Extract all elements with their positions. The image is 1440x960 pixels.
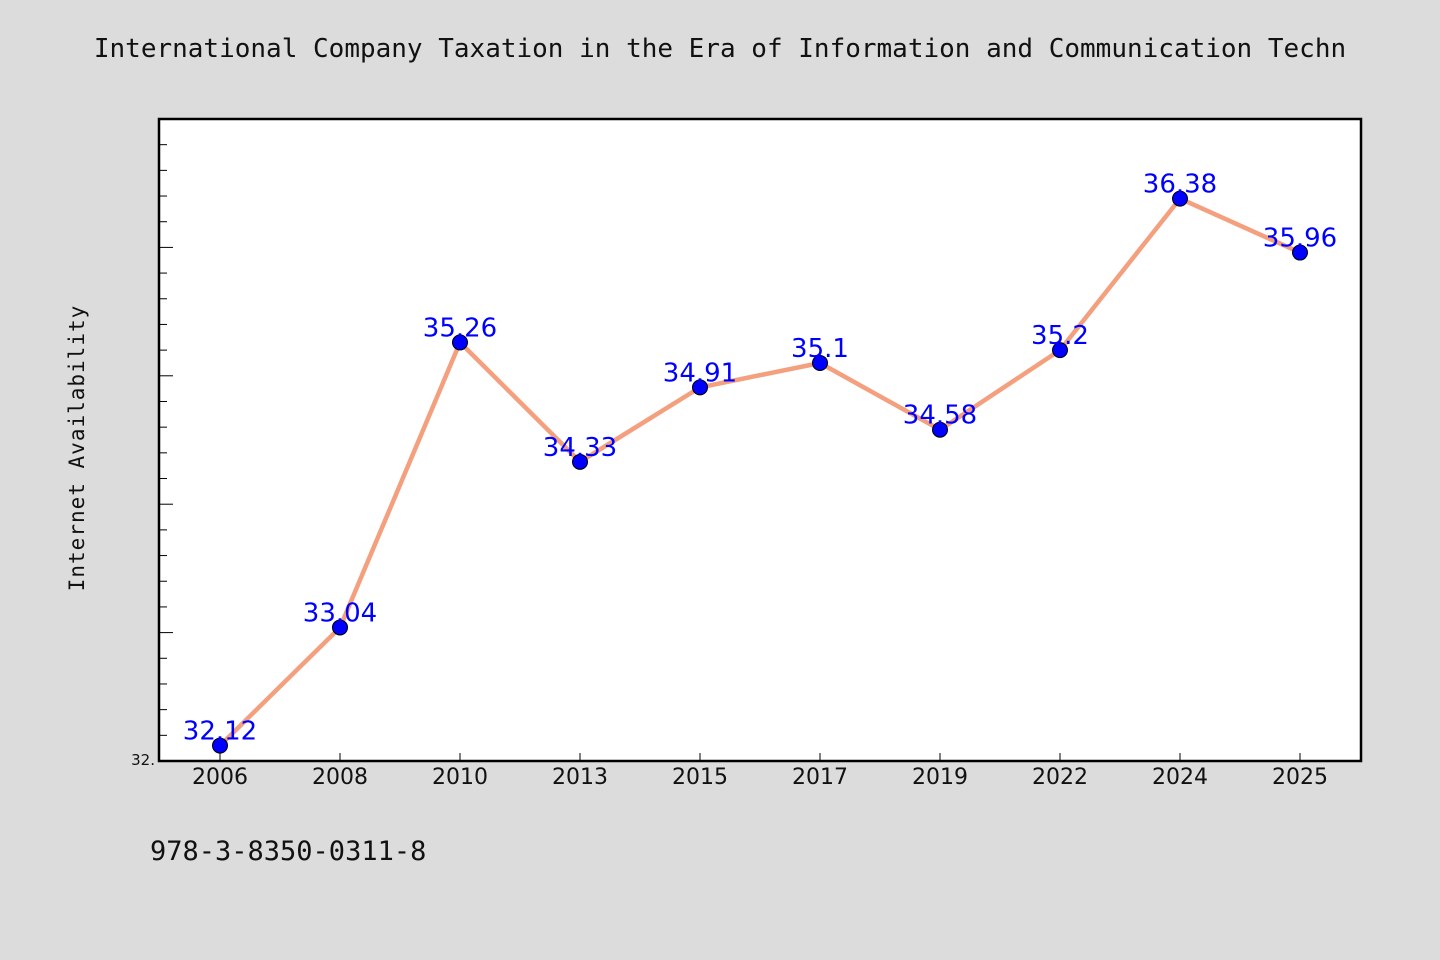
data-point-marker [1172, 190, 1188, 207]
data-label: 35.2 [1031, 321, 1089, 351]
plot-frame [157, 117, 1363, 763]
data-labels: 32.12 33.04 35.26 34.33 34.91 35.1 34.58 35.2 36… [183, 170, 1337, 747]
data-point-marker [812, 354, 828, 371]
data-label: 36.38 [1143, 170, 1217, 200]
data-point-marker [332, 619, 348, 636]
data-label: 34.33 [543, 433, 617, 463]
series-line [217, 196, 1303, 748]
x-axis-tick-labels: 2006 2008 2010 2013 2015 2017 2019 2022 2024 2025 [192, 765, 1328, 790]
data-label: 33.04 [303, 598, 377, 628]
data-point-marker [212, 737, 228, 754]
data-label: 35.1 [791, 334, 849, 364]
x-tick-label: 2006 [192, 765, 248, 790]
x-tick-label: 2008 [312, 765, 368, 790]
y-tick-label: 32. [131, 751, 155, 769]
x-tick-label: 2022 [1032, 765, 1088, 790]
x-axis-ticks [219, 753, 1301, 761]
y-axis-tick-labels: 32. [131, 751, 155, 769]
data-point-marker [1292, 244, 1308, 261]
data-point-marker [572, 453, 588, 470]
data-label: 34.91 [663, 358, 737, 388]
x-tick-label: 2019 [912, 765, 968, 790]
data-label: 35.96 [1263, 224, 1337, 254]
data-label: 32.12 [183, 717, 257, 747]
data-point-marker [1052, 342, 1068, 359]
series-markers [212, 190, 1308, 754]
data-label: 34.58 [903, 401, 977, 431]
x-tick-label: 2013 [552, 765, 608, 790]
x-tick-label: 2015 [672, 765, 728, 790]
x-tick-label: 2025 [1272, 765, 1328, 790]
data-label: 35.26 [423, 313, 497, 343]
data-point-marker [692, 379, 708, 396]
data-point-marker [932, 421, 948, 438]
data-point-marker [452, 334, 468, 351]
plot-area [159, 119, 1361, 761]
x-tick-label: 2017 [792, 765, 848, 790]
x-tick-label: 2010 [432, 765, 488, 790]
y-axis-label: Internet Availability [65, 305, 89, 592]
isbn-text: 978-3-8350-0311-8 [150, 836, 427, 867]
chart-title: International Company Taxation in the Er… [93, 34, 1347, 64]
x-tick-label: 2024 [1152, 765, 1208, 790]
